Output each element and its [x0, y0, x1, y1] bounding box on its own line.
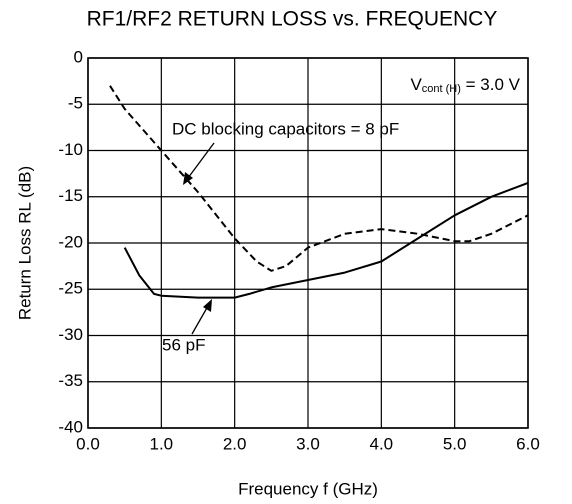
x-tick-label: 3.0: [296, 434, 320, 453]
arrow: [191, 305, 209, 335]
x-axis-label: Frequency f (GHz): [238, 479, 378, 498]
y-tick-label: -20: [58, 232, 83, 251]
y-tick-label: -5: [68, 94, 83, 113]
x-tick-label: 2.0: [223, 434, 247, 453]
x-tick-label: 5.0: [443, 434, 467, 453]
x-tick-label: 4.0: [370, 434, 394, 453]
arrow: [187, 142, 215, 179]
y-tick-label: 0: [74, 47, 83, 66]
chart-title: RF1/RF2 RETURN LOSS vs. FREQUENCY: [87, 8, 498, 31]
annotation-subscript: cont (H): [422, 83, 461, 95]
y-tick-label: -30: [58, 325, 83, 344]
y-tick-label: -40: [58, 417, 83, 436]
y-tick-label: -10: [58, 140, 83, 159]
y-tick-label: -35: [58, 371, 83, 390]
condition-annotation: Vcont (H) = 3.0 V: [410, 75, 520, 94]
x-tick-label: 0.0: [76, 434, 100, 453]
arrow-head: [183, 172, 193, 185]
series-line: [123, 181, 529, 299]
series-label: DC blocking capacitors = 8 pF: [172, 119, 399, 138]
annotation-symbol: V: [410, 75, 422, 94]
series-label: 56 pF: [162, 335, 205, 354]
series-line: [109, 85, 529, 272]
x-tick-label: 1.0: [150, 434, 174, 453]
y-axis-label: Return Loss RL (dB): [15, 166, 34, 320]
plot-frame: [87, 57, 529, 429]
y-tick-label: -25: [58, 279, 83, 298]
x-tick-label: 6.0: [516, 434, 540, 453]
y-tick-label: -15: [58, 186, 83, 205]
arrow-head: [203, 299, 212, 312]
annotation-text: = 3.0 V: [461, 75, 521, 94]
